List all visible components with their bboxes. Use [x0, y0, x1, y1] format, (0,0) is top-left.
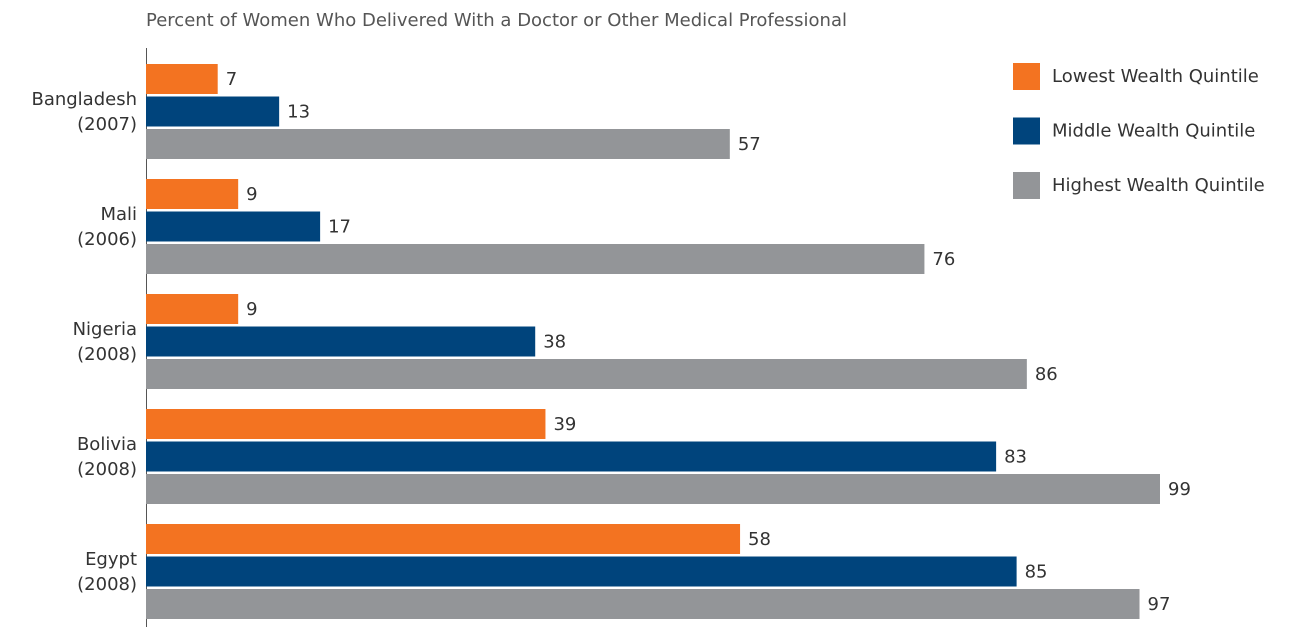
legend-label: Highest Wealth Quintile	[1052, 175, 1265, 196]
bar	[146, 179, 239, 209]
value-label: 57	[738, 134, 761, 155]
legend-label: Middle Wealth Quintile	[1052, 121, 1255, 142]
value-label: 86	[1035, 364, 1058, 385]
value-label: 7	[226, 69, 237, 90]
legend-swatch	[1013, 117, 1040, 145]
value-label: 9	[246, 184, 257, 205]
bar	[146, 96, 280, 127]
bar	[146, 524, 741, 554]
category-label: Bangladesh (2007)	[31, 88, 137, 135]
value-label: 83	[1004, 447, 1027, 468]
chart-title: Percent of Women Who Delivered With a Do…	[146, 10, 847, 31]
bar	[146, 129, 730, 159]
bar	[146, 326, 536, 357]
bar	[146, 556, 1017, 587]
bar	[146, 441, 997, 472]
bar	[146, 64, 218, 94]
category-label: Bolivia (2008)	[76, 433, 137, 480]
bar	[146, 211, 321, 242]
value-label: 13	[287, 102, 310, 123]
bar	[146, 409, 546, 439]
value-label: 9	[246, 299, 257, 320]
value-label: 58	[748, 529, 771, 550]
legend-label: Lowest Wealth Quintile	[1052, 66, 1259, 87]
value-label: 38	[543, 332, 566, 353]
legend-swatch	[1013, 63, 1040, 90]
category-label: Egypt (2008)	[77, 548, 137, 595]
legend-swatch	[1013, 172, 1040, 199]
value-label: 17	[328, 217, 351, 238]
bar	[146, 474, 1160, 504]
bar	[146, 359, 1027, 389]
value-label: 39	[553, 414, 576, 435]
category-label: Nigeria (2008)	[72, 318, 137, 365]
value-label: 76	[932, 249, 955, 270]
bar	[146, 589, 1140, 619]
bar	[146, 244, 925, 274]
bar	[146, 294, 239, 324]
category-label: Mali (2006)	[77, 203, 137, 250]
value-label: 99	[1168, 479, 1191, 500]
value-label: 85	[1025, 562, 1048, 583]
value-label: 97	[1148, 594, 1171, 615]
